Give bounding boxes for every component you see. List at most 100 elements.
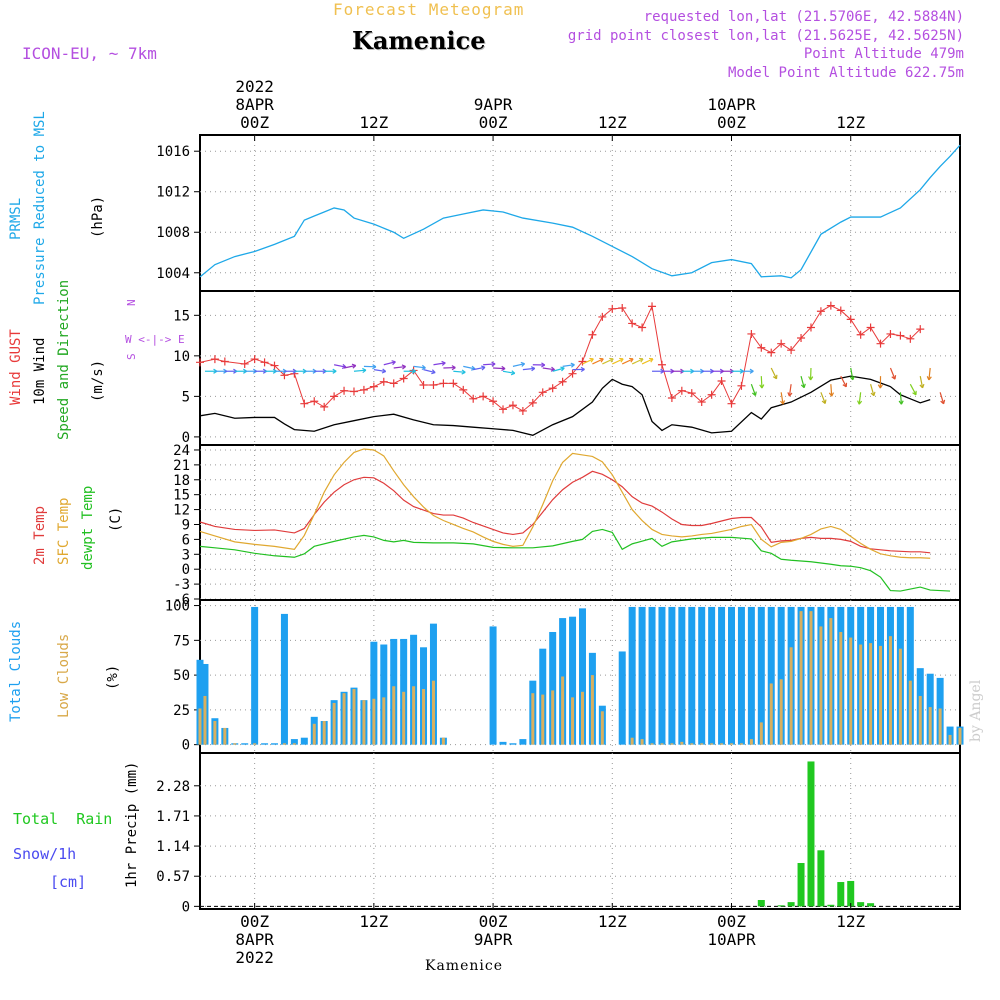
wind-arrow-head (638, 357, 644, 363)
wind-unit: (m/s) (90, 359, 106, 402)
wind-direction-arrow (463, 365, 476, 370)
gust-marker (677, 386, 686, 395)
wind-arrow-head (411, 368, 416, 374)
gust-marker (369, 382, 378, 391)
low-cloud-bar (879, 645, 883, 745)
low-cloud-bar (332, 702, 336, 745)
ytick-label: 12 (173, 503, 190, 519)
low-cloud-bar (292, 743, 296, 745)
total-cloud-bar (648, 606, 656, 745)
wind-direction-arrow (343, 364, 356, 369)
gust-marker (727, 399, 736, 408)
low-cloud-bar (829, 618, 833, 745)
total-cloud-bar (618, 651, 626, 745)
low-cloud-bar (839, 631, 843, 745)
gust-marker (628, 319, 637, 328)
gust-marker (220, 357, 229, 366)
pressure-unit: (hPa) (90, 195, 106, 238)
gust-marker (757, 343, 766, 352)
wind-direction-arrow (393, 365, 406, 369)
ytick-label: 1.14 (156, 839, 190, 855)
model-altitude: Model Point Altitude 622.75m (727, 65, 964, 81)
gust-marker (618, 304, 627, 313)
wind-direction-arrow (483, 363, 496, 366)
bottom-time-label: 9APR (473, 930, 513, 949)
wind-direction-arrow (899, 392, 903, 405)
wind-direction-arrow (592, 358, 604, 365)
low-cloud-bar (888, 636, 892, 745)
wind-arrow-head (372, 364, 377, 370)
low-cloud-bar (590, 675, 594, 745)
wind-direction-arrow (602, 358, 614, 365)
low-cloud-bar (571, 697, 575, 745)
wind-direction-arrow (909, 383, 917, 396)
ytick-label: 25 (173, 703, 190, 719)
wind-arrow-head (520, 361, 526, 367)
compass-we: W <-|-> E (125, 333, 185, 346)
gust-marker (797, 334, 806, 343)
wind-arrow-head (877, 384, 883, 389)
wind-direction-arrow (850, 367, 854, 380)
compass-s: S (125, 353, 138, 360)
total-cloud-bar (271, 743, 279, 745)
wind-label: 10m Wind (32, 337, 48, 405)
gust-marker (667, 393, 676, 402)
wind-arrow-head (510, 370, 516, 376)
temp-unit: (C) (108, 506, 124, 532)
gust-marker (777, 339, 786, 348)
wind-arrow-head (842, 382, 848, 388)
rain-bar (797, 862, 805, 907)
wind-direction-arrow (800, 375, 805, 388)
gust-marker (568, 369, 577, 378)
wind-line (199, 375, 931, 436)
low-cloud-bar (650, 743, 654, 745)
wind-arrow-head (461, 369, 466, 375)
gust-marker (439, 379, 448, 388)
low-cloud-bar (233, 743, 237, 745)
wind-direction-label: Speed and Direction (56, 279, 72, 440)
gust-marker (518, 406, 527, 415)
low-cloud-bar (372, 698, 376, 745)
wind-arrow-head (912, 390, 917, 396)
gust-marker (320, 402, 329, 411)
top-time-label: 12Z (597, 113, 627, 132)
low-cloud-bar (223, 727, 227, 745)
wind-direction-arrow (858, 392, 862, 405)
gust-marker (717, 376, 726, 385)
gust-label: Wind GUST (8, 329, 24, 405)
gust-marker (449, 379, 458, 388)
gust-marker (240, 359, 249, 368)
gust-marker (588, 330, 597, 339)
low-cloud-bar (362, 700, 366, 745)
location-title: Kamenice (352, 26, 486, 55)
low-cloud-bar (670, 743, 674, 745)
ytick-label: 100 (165, 599, 190, 615)
wind-arrow-head (421, 364, 426, 371)
ytick-label: 0 (182, 562, 190, 578)
wind-arrow-head (491, 361, 496, 367)
total-cloud-bar (370, 641, 378, 745)
wind-direction-arrow (820, 392, 826, 404)
low-cloud-bar (640, 739, 644, 745)
total-cloud-bar (688, 606, 696, 745)
ytick-label: 21 (173, 458, 190, 474)
wind-direction-arrow (770, 367, 778, 380)
low-cloud-bar (198, 708, 202, 745)
low-cloud-bar (541, 694, 545, 745)
low-cloud-bar (441, 737, 445, 745)
gust-marker (747, 329, 756, 338)
snow-unit: [cm] (50, 873, 87, 891)
wind-direction-arrow (413, 365, 426, 369)
gust-marker (419, 381, 428, 390)
low-cloud-bar (749, 739, 753, 745)
low-cloud-bar (809, 611, 813, 745)
ytick-label: -3 (173, 577, 190, 593)
wind-direction-arrow (373, 369, 386, 373)
ytick-label: 6 (182, 532, 190, 548)
low-cloud-bar (819, 626, 823, 745)
gust-marker (598, 312, 607, 321)
rain-bar (857, 902, 865, 907)
total-cloud-bar (757, 606, 765, 745)
clouds-unit: (%) (105, 664, 121, 690)
gust-marker (528, 398, 537, 407)
